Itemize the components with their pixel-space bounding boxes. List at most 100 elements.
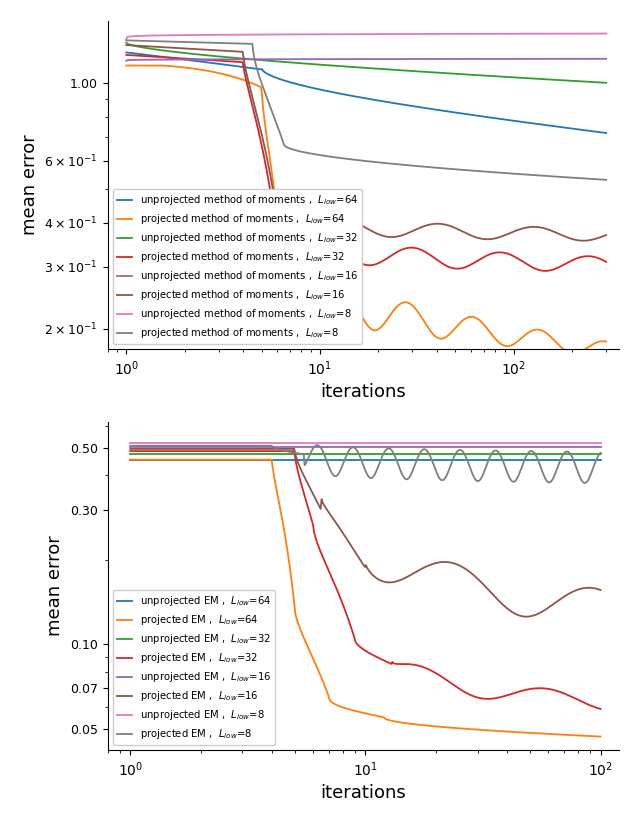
unprojected EM ,  $L_{low}$=64 — [586, 455, 593, 465]
projected EM ,  $L_{low}$=8 — [407, 469, 415, 479]
unprojected EM ,  $L_{low}$=8 — [381, 439, 388, 449]
projected method of moments ,  $L_{low}$=8 — [408, 160, 416, 170]
projected method of moments ,  $L_{low}$=32 — [408, 243, 416, 253]
projected EM ,  $L_{low}$=8 — [127, 441, 134, 451]
projected EM ,  $L_{low}$=32 — [406, 659, 414, 669]
unprojected EM ,  $L_{low}$=16 — [350, 442, 358, 452]
projected EM ,  $L_{low}$=16 — [512, 609, 520, 619]
projected EM ,  $L_{low}$=32 — [381, 656, 388, 666]
projected method of moments ,  $L_{low}$=32 — [122, 50, 130, 60]
unprojected method of moments ,  $L_{low}$=8 — [408, 29, 416, 39]
projected method of moments ,  $L_{low}$=64 — [350, 296, 358, 306]
projected EM ,  $L_{low}$=8 — [353, 446, 361, 456]
unprojected EM ,  $L_{low}$=32 — [350, 449, 358, 458]
unprojected EM ,  $L_{low}$=32 — [512, 449, 520, 458]
projected EM ,  $L_{low}$=64 — [512, 728, 520, 737]
projected method of moments ,  $L_{low}$=64 — [353, 302, 361, 312]
projected EM ,  $L_{low}$=32 — [127, 446, 134, 456]
unprojected method of moments ,  $L_{low}$=8 — [516, 29, 524, 39]
unprojected method of moments ,  $L_{low}$=64 — [382, 97, 390, 107]
projected method of moments ,  $L_{low}$=16 — [516, 225, 524, 235]
projected EM ,  $L_{low}$=8 — [588, 468, 595, 478]
projected method of moments ,  $L_{low}$=16 — [350, 217, 358, 227]
unprojected EM ,  $L_{low}$=16 — [406, 442, 414, 452]
unprojected EM ,  $L_{low}$=8 — [586, 439, 593, 449]
projected method of moments ,  $L_{low}$=32 — [382, 254, 390, 264]
projected EM ,  $L_{low}$=32 — [353, 639, 360, 649]
projected EM ,  $L_{low}$=32 — [512, 688, 520, 698]
unprojected EM ,  $L_{low}$=8 — [596, 439, 604, 449]
Line: projected EM ,  $L_{low}$=16: projected EM , $L_{low}$=16 — [131, 449, 600, 616]
projected EM ,  $L_{low}$=16 — [406, 570, 414, 580]
unprojected method of moments ,  $L_{low}$=64 — [122, 48, 130, 58]
projected EM ,  $L_{low}$=16 — [596, 585, 604, 595]
unprojected EM ,  $L_{low}$=32 — [127, 449, 134, 458]
projected EM ,  $L_{low}$=16 — [353, 549, 360, 559]
unprojected method of moments ,  $L_{low}$=32 — [602, 78, 610, 88]
projected method of moments ,  $L_{low}$=32 — [353, 256, 361, 266]
projected method of moments ,  $L_{low}$=32 — [350, 254, 358, 264]
unprojected method of moments ,  $L_{low}$=64 — [350, 91, 358, 101]
unprojected EM ,  $L_{low}$=16 — [381, 442, 388, 452]
unprojected EM ,  $L_{low}$=8 — [353, 439, 360, 449]
Line: unprojected method of moments ,  $L_{low}$=8: unprojected method of moments , $L_{low}… — [126, 34, 606, 40]
projected method of moments ,  $L_{low}$=16 — [408, 226, 416, 236]
projected method of moments ,  $L_{low}$=64 — [408, 300, 416, 310]
unprojected method of moments ,  $L_{low}$=32 — [353, 63, 361, 72]
projected EM ,  $L_{low}$=16 — [350, 545, 358, 555]
unprojected EM ,  $L_{low}$=8 — [350, 439, 358, 449]
Line: projected method of moments ,  $L_{low}$=16: projected method of moments , $L_{low}$=… — [126, 45, 606, 240]
unprojected method of moments ,  $L_{low}$=8 — [350, 30, 358, 40]
projected method of moments ,  $L_{low}$=8 — [516, 170, 524, 179]
unprojected EM ,  $L_{low}$=32 — [596, 449, 604, 458]
unprojected method of moments ,  $L_{low}$=16 — [516, 54, 524, 64]
projected EM ,  $L_{low}$=32 — [350, 630, 358, 640]
unprojected method of moments ,  $L_{low}$=64 — [591, 127, 598, 137]
Line: projected method of moments ,  $L_{low}$=32: projected method of moments , $L_{low}$=… — [126, 55, 606, 271]
unprojected method of moments ,  $L_{low}$=32 — [382, 64, 390, 74]
projected method of moments ,  $L_{low}$=8 — [350, 155, 358, 165]
unprojected EM ,  $L_{low}$=64 — [350, 455, 358, 465]
unprojected EM ,  $L_{low}$=32 — [586, 449, 593, 458]
unprojected method of moments ,  $L_{low}$=8 — [122, 35, 130, 44]
unprojected EM ,  $L_{low}$=32 — [406, 449, 414, 458]
projected method of moments ,  $L_{low}$=8 — [602, 175, 610, 185]
unprojected method of moments ,  $L_{low}$=8 — [353, 30, 361, 40]
projected EM ,  $L_{low}$=8 — [580, 478, 588, 488]
projected method of moments ,  $L_{low}$=16 — [602, 230, 610, 240]
projected method of moments ,  $L_{low}$=32 — [516, 254, 524, 264]
projected method of moments ,  $L_{low}$=8 — [353, 155, 361, 165]
unprojected method of moments ,  $L_{low}$=64 — [353, 92, 361, 102]
projected EM ,  $L_{low}$=8 — [382, 445, 390, 455]
unprojected EM ,  $L_{low}$=8 — [512, 439, 520, 449]
Line: projected method of moments ,  $L_{low}$=64: projected method of moments , $L_{low}$=… — [126, 66, 606, 354]
unprojected EM ,  $L_{low}$=64 — [353, 455, 360, 465]
projected method of moments ,  $L_{low}$=16 — [122, 40, 130, 50]
unprojected method of moments ,  $L_{low}$=16 — [602, 53, 610, 63]
unprojected method of moments ,  $L_{low}$=16 — [122, 56, 130, 66]
unprojected method of moments ,  $L_{low}$=32 — [350, 63, 358, 72]
projected method of moments ,  $L_{low}$=64 — [602, 337, 610, 346]
projected EM ,  $L_{low}$=32 — [586, 700, 593, 710]
unprojected method of moments ,  $L_{low}$=16 — [350, 54, 358, 64]
Line: projected EM ,  $L_{low}$=64: projected EM , $L_{low}$=64 — [131, 460, 600, 737]
projected EM ,  $L_{low}$=64 — [127, 455, 134, 465]
projected method of moments ,  $L_{low}$=32 — [592, 253, 600, 263]
unprojected EM ,  $L_{low}$=8 — [127, 439, 134, 449]
projected EM ,  $L_{low}$=16 — [127, 444, 134, 453]
unprojected EM ,  $L_{low}$=16 — [596, 442, 604, 452]
projected EM ,  $L_{low}$=64 — [596, 732, 604, 742]
projected method of moments ,  $L_{low}$=64 — [570, 349, 577, 359]
projected method of moments ,  $L_{low}$=16 — [353, 218, 361, 228]
Y-axis label: mean error: mean error — [21, 135, 39, 235]
unprojected EM ,  $L_{low}$=64 — [406, 455, 414, 465]
projected method of moments ,  $L_{low}$=64 — [516, 335, 524, 345]
Line: projected EM ,  $L_{low}$=32: projected EM , $L_{low}$=32 — [131, 451, 600, 709]
unprojected EM ,  $L_{low}$=16 — [127, 442, 134, 452]
unprojected method of moments ,  $L_{low}$=32 — [591, 77, 598, 87]
unprojected EM ,  $L_{low}$=16 — [512, 442, 520, 452]
unprojected method of moments ,  $L_{low}$=64 — [408, 101, 416, 111]
X-axis label: iterations: iterations — [321, 383, 406, 401]
projected method of moments ,  $L_{low}$=32 — [542, 266, 550, 276]
unprojected EM ,  $L_{low}$=64 — [381, 455, 388, 465]
